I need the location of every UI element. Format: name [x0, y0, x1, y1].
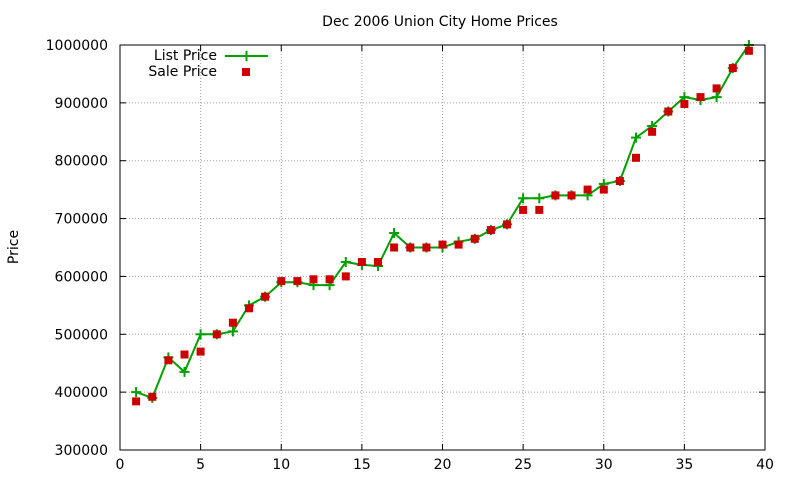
plot-area — [131, 40, 754, 406]
y-tick-label: 600000 — [55, 269, 108, 285]
y-tick-label: 500000 — [55, 327, 108, 343]
point-sale-price — [180, 350, 189, 359]
legend-label-sale-price: Sale Price — [148, 64, 217, 80]
legend-label-list-price: List Price — [154, 48, 217, 64]
y-tick-label: 400000 — [55, 385, 108, 401]
plot-frame — [119, 44, 766, 451]
y-axis-label: Price — [6, 230, 22, 264]
point-sale-price — [470, 234, 479, 243]
axis-ticks: 0 5 10 15 20 25 30 35 40 300000 400000 500000 600000… — [46, 38, 774, 473]
y-tick-label: 700000 — [55, 212, 108, 228]
grid — [120, 45, 765, 450]
point-sale-price — [696, 93, 705, 102]
point-list-price — [389, 228, 400, 238]
x-tick-label: 0 — [116, 457, 125, 473]
point-sale-price — [535, 205, 544, 214]
point-sale-price — [551, 191, 560, 200]
y-tick-label: 300000 — [55, 443, 108, 459]
point-sale-price — [357, 258, 366, 266]
legend-marker-list-price — [241, 51, 252, 61]
point-sale-price — [228, 318, 237, 327]
y-tick-label: 1000000 — [46, 38, 108, 54]
point-sale-price — [325, 275, 334, 284]
point-list-price — [711, 92, 722, 103]
point-sale-price — [164, 356, 173, 365]
point-sale-price — [712, 84, 721, 93]
point-sale-price — [132, 397, 141, 406]
point-sale-price — [341, 272, 350, 281]
point-list-price — [131, 387, 142, 398]
point-sale-price — [454, 240, 463, 249]
x-tick-label: 10 — [272, 457, 290, 473]
point-list-price — [631, 132, 641, 143]
x-tick-label: 5 — [196, 457, 205, 473]
point-list-price — [518, 193, 529, 204]
point-sale-price — [406, 243, 415, 252]
point-list-price — [227, 326, 238, 337]
point-sale-price — [196, 347, 205, 356]
point-sale-price — [648, 127, 657, 136]
point-sale-price — [374, 258, 382, 266]
point-list-price — [340, 257, 351, 267]
series-line-list-price — [135, 44, 750, 400]
chart-title: Dec 2006 Union City Home Prices — [322, 14, 558, 30]
point-sale-price — [583, 185, 592, 194]
point-sale-price — [486, 226, 495, 235]
point-sale-price — [293, 277, 302, 286]
point-list-price — [534, 193, 545, 204]
legend-marker-sale-price — [242, 68, 250, 76]
point-sale-price — [519, 205, 528, 214]
point-sale-price — [599, 185, 608, 194]
point-list-price — [195, 329, 206, 340]
point-sale-price — [212, 330, 221, 339]
point-sale-price — [728, 64, 737, 73]
x-tick-label: 40 — [756, 457, 774, 473]
legend: List Price Sale Price — [148, 48, 268, 80]
x-tick-label: 15 — [353, 457, 371, 473]
point-sale-price — [567, 191, 576, 200]
point-sale-price — [245, 304, 253, 313]
point-sale-price — [503, 220, 511, 229]
point-sale-price — [664, 107, 673, 116]
point-sale-price — [309, 275, 318, 284]
point-sale-price — [422, 243, 431, 252]
x-tick-label: 25 — [514, 457, 532, 473]
point-sale-price — [277, 277, 286, 286]
y-tick-label: 900000 — [55, 96, 108, 112]
point-sale-price — [615, 177, 624, 185]
x-tick-label: 35 — [675, 457, 693, 473]
point-sale-price — [261, 292, 270, 301]
x-tick-label: 30 — [595, 457, 613, 473]
point-sale-price — [744, 46, 753, 55]
point-sale-price — [680, 100, 689, 108]
point-list-price — [179, 366, 190, 377]
point-sale-price — [438, 240, 447, 249]
x-tick-label: 20 — [434, 457, 452, 473]
point-sale-price — [632, 153, 640, 162]
point-sale-price — [148, 392, 157, 401]
point-sale-price — [390, 243, 399, 252]
y-tick-label: 800000 — [55, 154, 108, 170]
